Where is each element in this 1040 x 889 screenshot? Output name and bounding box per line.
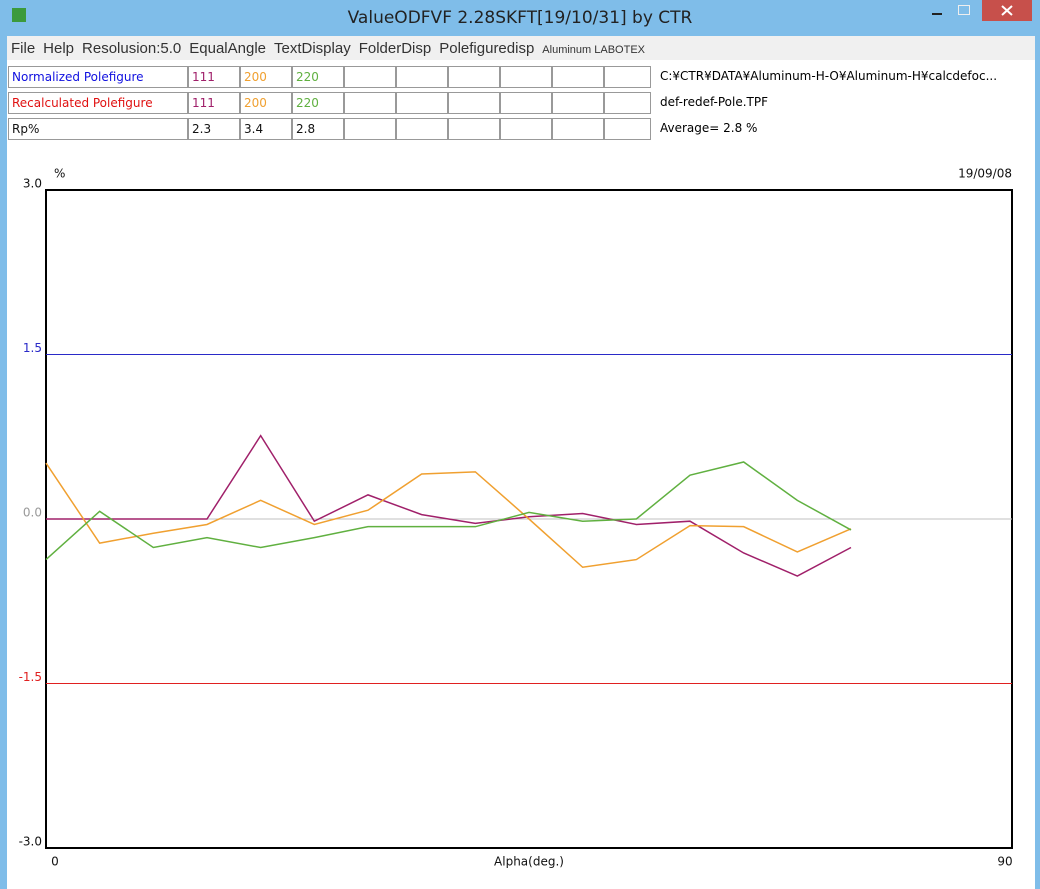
value-cell: 220 <box>292 66 344 88</box>
table-row: Rp% 2.3 3.4 2.8 Average= 2.8 % <box>8 118 1032 142</box>
close-button[interactable] <box>982 0 1032 21</box>
x-axis-label: Alpha(deg.) <box>494 855 564 869</box>
empty-cell <box>552 66 604 88</box>
row-info: def-redef-Pole.TPF <box>660 95 768 109</box>
menu-item[interactable]: EqualAngle <box>189 40 266 57</box>
menu-item[interactable]: Resolusion:5.0 <box>82 40 182 57</box>
value-cell: 2.8 <box>292 118 344 140</box>
table-row: Normalized Polefigure 111 200 220 C:¥CTR¥DAT… <box>8 66 1032 90</box>
row-info: C:¥CTR¥DATA¥Aluminum-H-O¥Aluminum-H¥calc… <box>660 69 998 83</box>
empty-cell <box>396 66 448 88</box>
empty-cell <box>604 118 651 140</box>
y-tick-label: 3.0 <box>23 177 42 191</box>
empty-cell <box>448 66 500 88</box>
value-cell: 2.3 <box>188 118 240 140</box>
row-label: Normalized Polefigure <box>8 66 188 88</box>
empty-cell <box>552 92 604 114</box>
menu-item[interactable]: FolderDisp <box>358 40 432 57</box>
value-cell: 200 <box>240 66 292 88</box>
empty-cell <box>344 92 396 114</box>
empty-cell <box>604 66 651 88</box>
empty-cell <box>500 118 552 140</box>
app-icon <box>12 8 26 22</box>
value-cell: 200 <box>240 92 292 114</box>
menu-item[interactable]: File <box>11 40 36 57</box>
y-tick-label: 0.0 <box>23 506 42 520</box>
menu-note: Aluminum LABOTEX <box>542 44 645 56</box>
empty-cell <box>552 118 604 140</box>
window-title: ValueODFVF 2.28SKFT[19/10/31] by CTR <box>347 8 693 28</box>
series-line <box>45 461 852 561</box>
series-line <box>46 434 852 577</box>
series-line <box>45 462 852 569</box>
value-cell: 111 <box>188 66 240 88</box>
empty-cell <box>344 118 396 140</box>
empty-cell <box>344 66 396 88</box>
table-row: Recalculated Polefigure 111 200 220 def-rede… <box>8 92 1032 116</box>
date-label: 19/09/08 <box>958 167 1012 181</box>
menu-item[interactable]: TextDisplay <box>274 40 351 57</box>
y-unit: % <box>54 167 65 181</box>
maximize-button[interactable] <box>958 5 970 15</box>
row-label: Rp% <box>8 118 188 140</box>
title-bar: ValueODFVF 2.28SKFT[19/10/31] by CTR <box>0 0 1040 36</box>
x-tick-label: 0 <box>51 855 59 869</box>
close-icon <box>1001 5 1013 16</box>
menu-item[interactable]: Polefiguredisp <box>439 40 535 57</box>
empty-cell <box>448 118 500 140</box>
value-cell: 3.4 <box>240 118 292 140</box>
empty-cell <box>500 66 552 88</box>
y-tick-label: -3.0 <box>19 835 42 849</box>
y-tick-label: -1.5 <box>19 670 42 684</box>
row-label: Recalculated Polefigure <box>8 92 188 114</box>
empty-cell <box>396 92 448 114</box>
menu-bar: File Help Resolusion:5.0 EqualAngle TextDisp… <box>7 36 1035 60</box>
window-border <box>1035 36 1040 889</box>
empty-cell <box>396 118 448 140</box>
minimize-button[interactable] <box>932 13 942 15</box>
empty-cell <box>500 92 552 114</box>
x-tick-label: 90 <box>997 855 1012 869</box>
value-cell: 111 <box>188 92 240 114</box>
empty-cell <box>604 92 651 114</box>
window-border <box>0 36 7 889</box>
row-info: Average= 2.8 % <box>660 121 758 135</box>
value-cell: 220 <box>292 92 344 114</box>
empty-cell <box>448 92 500 114</box>
y-tick-label: 1.5 <box>23 341 42 355</box>
menu-item[interactable]: Help <box>43 40 75 57</box>
